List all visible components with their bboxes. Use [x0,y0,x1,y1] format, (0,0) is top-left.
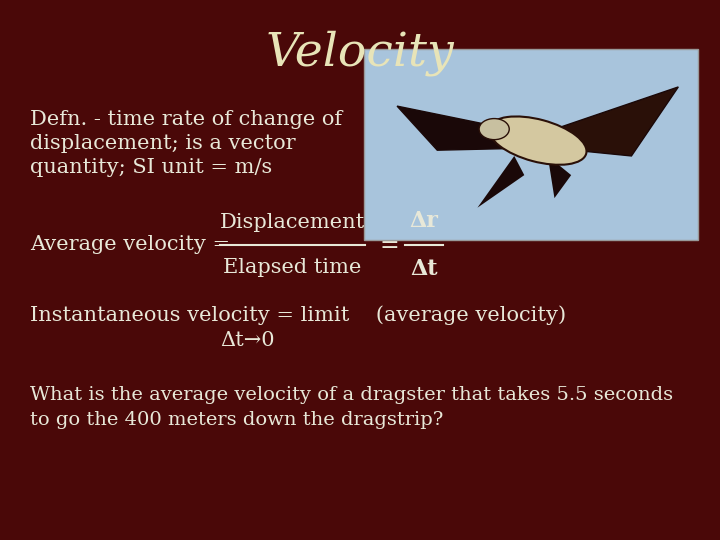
Text: displacement; is a vector: displacement; is a vector [30,134,296,153]
Text: Δr: Δr [410,210,438,232]
Text: Instantaneous velocity = limit    (average velocity): Instantaneous velocity = limit (average … [30,305,566,325]
Text: to go the 400 meters down the dragstrip?: to go the 400 meters down the dragstrip? [30,411,444,429]
Text: Δt→0: Δt→0 [220,330,274,349]
Polygon shape [477,156,524,208]
Text: Velocity: Velocity [266,30,454,76]
Text: Average velocity =: Average velocity = [30,235,237,254]
Text: Defn. - time rate of change of: Defn. - time rate of change of [30,110,342,129]
Text: quantity; SI unit = m/s: quantity; SI unit = m/s [30,158,272,177]
Bar [364,49,698,240]
Polygon shape [548,156,571,198]
Text: =: = [380,233,400,256]
Text: Displacement: Displacement [220,213,365,232]
Text: What is the average velocity of a dragster that takes 5.5 seconds: What is the average velocity of a dragst… [30,386,673,404]
Ellipse shape [479,119,509,140]
Ellipse shape [489,117,587,165]
Text: Elapsed time: Elapsed time [223,258,361,277]
Polygon shape [538,87,678,156]
Polygon shape [397,106,538,150]
Text: Δt: Δt [410,258,438,280]
